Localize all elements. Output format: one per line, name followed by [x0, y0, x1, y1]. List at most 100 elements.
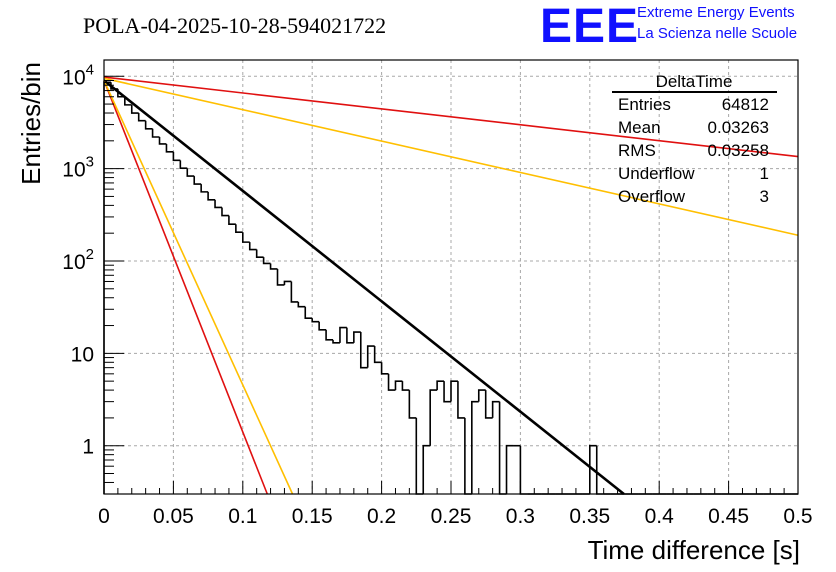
stats-value-mean: 0.03263 [708, 118, 769, 137]
histogram-bin [346, 327, 354, 344]
histogram-bin [366, 345, 375, 368]
stats-label-mean: Mean [618, 118, 661, 137]
y-tick-label: 102 [62, 246, 94, 274]
histogram-bin [304, 306, 313, 320]
histogram-bin [124, 96, 132, 106]
stats-value-overflow: 3 [760, 187, 769, 206]
histogram-bin [228, 215, 236, 226]
histogram-bin [471, 400, 479, 494]
fit-curve-orange-fast [103, 80, 294, 495]
fit-curve-red-slow [103, 76, 799, 158]
eee-logo: EEE [540, 0, 639, 53]
histogram-bin [186, 168, 195, 177]
axis-ticks [103, 75, 799, 495]
histogram-bin [290, 281, 299, 303]
histogram-bin [297, 301, 306, 308]
histogram-bin [110, 82, 118, 90]
histogram-bin [457, 381, 465, 419]
y-tick-label: 104 [62, 61, 94, 89]
histogram-bin [151, 128, 160, 138]
chart-title: POLA-04-2025-10-28-594021722 [83, 13, 386, 38]
histogram-bin [193, 176, 202, 185]
histogram-bin [207, 191, 216, 201]
histogram-bin [200, 184, 209, 193]
histogram-bin [477, 389, 486, 402]
x-tick-label: 0.15 [292, 505, 333, 528]
histogram-bin [450, 380, 458, 402]
histogram-bin [137, 113, 146, 122]
x-tick-label: 0.45 [708, 505, 749, 528]
histogram-bin [262, 257, 271, 265]
grid [104, 60, 798, 494]
logo-line-1: Extreme Energy Events [637, 4, 795, 21]
histogram-bin [484, 390, 493, 419]
y-tick-label: 1 [82, 436, 94, 459]
histogram-bin [235, 224, 243, 233]
y-tick-labels: 1 10 102 103 104 [62, 61, 94, 458]
histogram-bin [589, 444, 597, 494]
histogram-bin [325, 329, 334, 341]
histogram-bin [144, 120, 153, 130]
histogram-bin [158, 137, 167, 145]
y-axis-title: Entries/bin [16, 62, 46, 185]
histogram-bin [387, 373, 396, 391]
histogram-bin [505, 444, 514, 494]
stats-label-rms: RMS [618, 141, 656, 160]
histogram-bin [339, 326, 347, 343]
y-tick-label: 103 [62, 154, 94, 182]
histogram-bin [214, 199, 222, 209]
x-axis-title: Time difference [s] [588, 535, 800, 565]
histogram-bin [117, 88, 125, 98]
stats-label-entries: Entries [618, 95, 671, 114]
logo-line-2: La Scienza nelle Scuole [637, 25, 797, 42]
fit-curve-orange-slow [103, 77, 799, 237]
x-tick-label: 0 [98, 505, 110, 528]
histogram-bin [255, 249, 264, 258]
histogram-bin [491, 400, 500, 418]
x-tick-label: 0.4 [645, 505, 675, 528]
stats-value-rms: 0.03258 [708, 141, 769, 160]
histogram-bin [242, 232, 250, 243]
histogram-bin [429, 389, 438, 446]
y-tick-label: 10 [71, 343, 94, 366]
histogram-bin [401, 381, 410, 391]
stats-value-underflow: 1 [760, 164, 769, 183]
histogram-bin [248, 242, 257, 251]
histogram-bin [172, 151, 181, 162]
histogram-bin [422, 444, 431, 494]
x-tick-label: 0.05 [153, 505, 194, 528]
histogram-bin [179, 160, 188, 170]
fit-curve-red-fast [103, 80, 269, 495]
histogram-bin [311, 318, 320, 323]
x-tick-label: 0.3 [506, 505, 535, 528]
stats-box: DeltaTime Entries 64812 Mean 0.03263 RMS… [612, 72, 777, 206]
histogram-bin [373, 346, 382, 364]
histogram-bin [359, 332, 368, 369]
histogram-bin [130, 104, 139, 114]
histogram-bin [436, 380, 445, 391]
histogram-bin [408, 390, 417, 419]
stats-title: DeltaTime [656, 72, 733, 91]
stats-value-entries: 64812 [722, 95, 769, 114]
histogram-bin [353, 331, 361, 343]
fit-curve-main-fit [103, 79, 625, 496]
stats-label-overflow: Overflow [618, 187, 686, 206]
stats-label-underflow: Underflow [618, 164, 695, 183]
histogram-bin [394, 380, 403, 391]
x-tick-label: 0.35 [569, 505, 610, 528]
histogram-bin [276, 268, 285, 286]
histogram-bin [221, 207, 229, 217]
x-tick-label: 0.25 [431, 505, 472, 528]
x-tick-labels: 0 0.05 0.1 0.15 0.2 0.25 0.3 0.35 0.4 0.45 0.5 [98, 505, 812, 528]
histogram-bin [165, 143, 174, 153]
histogram-bin [283, 280, 292, 285]
x-tick-label: 0.2 [367, 505, 396, 528]
histogram-bin [318, 321, 327, 331]
histogram-bin [443, 381, 451, 403]
x-tick-label: 0.1 [228, 505, 257, 528]
x-tick-label: 0.5 [783, 505, 812, 528]
histogram-bin [269, 263, 278, 270]
histogram-bin [332, 339, 340, 344]
